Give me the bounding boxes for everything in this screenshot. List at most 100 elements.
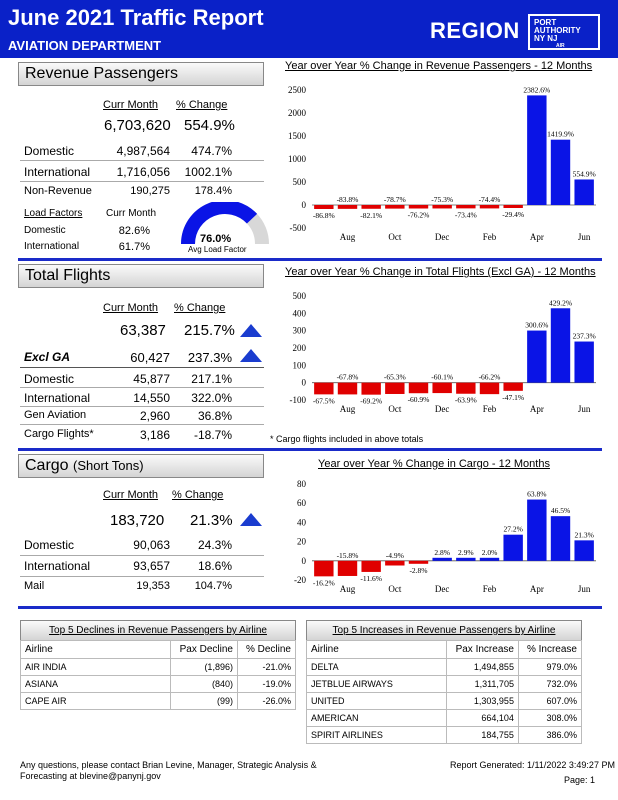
- up-arrow-icon: [240, 324, 262, 337]
- exclga-value: 60,427: [130, 350, 170, 365]
- x-tick-label: Apr: [530, 232, 544, 242]
- bar: [550, 308, 571, 383]
- bar: [314, 205, 334, 209]
- pax-cell: (1,896): [170, 658, 238, 676]
- flights-row-label: Gen Aviation: [24, 409, 87, 421]
- column-header: Pax Increase: [446, 640, 519, 659]
- up-arrow-icon: [240, 513, 262, 526]
- data-label: -82.1%: [360, 211, 382, 220]
- table-row: SPIRIT AIRLINES 184,755 386.0%: [306, 726, 583, 744]
- flights-section-header: Total Flights: [18, 264, 264, 288]
- bar: [527, 95, 547, 205]
- data-label: -67.8%: [337, 373, 359, 382]
- cargo-row-value: 93,657: [133, 559, 170, 573]
- bar: [574, 540, 594, 561]
- percent-cell: -21.0%: [236, 658, 297, 676]
- revenue-row-change: 1002.1%: [184, 165, 232, 179]
- report-header: June 2021 Traffic Report AVIATION DEPART…: [0, 0, 618, 58]
- flights-row-change: -18.7%: [193, 428, 232, 442]
- data-label: -29.4%: [502, 210, 524, 219]
- table-row: JETBLUE AIRWAYS 1,311,705 732.0%: [306, 675, 583, 693]
- data-label: 1419.9%: [547, 130, 574, 139]
- bar: [456, 557, 476, 561]
- airline-cell: CAPE AIR: [20, 692, 171, 710]
- up-arrow-icon: [240, 349, 262, 362]
- revenue-row-label: International: [24, 165, 91, 179]
- table-row: ASIANA (840) -19.0%: [20, 675, 297, 693]
- section-divider: [18, 606, 602, 609]
- y-tick-label: -100: [290, 395, 307, 405]
- data-label: 429.2%: [549, 298, 572, 307]
- percent-cell: 732.0%: [517, 675, 583, 693]
- bar: [408, 205, 429, 209]
- data-label: 237.3%: [573, 332, 596, 341]
- data-label: -69.2%: [360, 397, 382, 406]
- divider: [20, 555, 264, 556]
- table-row: CAPE AIR (99) -26.0%: [20, 692, 297, 710]
- y-tick-label: 2500: [288, 85, 307, 95]
- x-tick-label: Jun: [578, 232, 591, 242]
- revenue-total-value: 6,703,620: [104, 117, 171, 134]
- bar: [408, 382, 429, 394]
- cargo-chart: 80 60 40 20 0 -20 -16.2% -15.8% -11.6% -4.9% -2.8%…: [294, 479, 596, 594]
- revenue-row-value: 190,275: [130, 185, 170, 197]
- section-divider: [18, 448, 602, 451]
- cargo-section-title: Cargo: [25, 457, 69, 474]
- revenue-row-change: 178.4%: [194, 185, 232, 197]
- bar: [503, 205, 523, 208]
- data-label: -83.8%: [337, 195, 359, 204]
- x-tick-label: Oct: [388, 584, 401, 594]
- y-tick-label: 400: [293, 308, 307, 318]
- airline-cell: AMERICAN: [306, 709, 447, 727]
- flights-row-value: 14,550: [133, 391, 170, 405]
- table-header-row: Airline Pax Decline % Decline: [20, 640, 297, 659]
- bar: [574, 341, 594, 383]
- bar: [456, 205, 476, 209]
- bar: [479, 557, 500, 561]
- x-tick-label: Feb: [483, 584, 497, 594]
- data-label: -2.8%: [409, 566, 427, 575]
- divider: [20, 387, 264, 388]
- x-tick-label: Dec: [435, 584, 450, 594]
- data-label: -65.3%: [384, 373, 406, 382]
- table-row: UNITED 1,303,955 607.0%: [306, 692, 583, 710]
- bar: [337, 560, 358, 576]
- cargo-flights-note: * Cargo flights included in above totals: [270, 434, 424, 444]
- x-tick-label: Jun: [578, 584, 591, 594]
- increases-table: Airline Pax Increase % Increase DELTA 1,…: [306, 640, 583, 744]
- load-factors-label: Load Factors: [24, 208, 83, 219]
- revenue-row-label: Non-Revenue: [24, 185, 92, 197]
- logo-line: PORT: [534, 18, 557, 27]
- bar: [432, 557, 452, 561]
- bar: [503, 534, 523, 561]
- exclga-change: 237.3%: [187, 350, 232, 365]
- revenue-total-change: 554.9%: [184, 117, 235, 134]
- y-tick-label: 2000: [288, 108, 307, 118]
- revenue-col-change: % Change: [176, 99, 228, 111]
- logo-line: AUTHORITY: [534, 26, 581, 35]
- department-label: AVIATION DEPARTMENT: [8, 38, 162, 53]
- cargo-row-change: 24.3%: [197, 538, 232, 552]
- load-factor-row-value: 61.7%: [118, 241, 150, 253]
- percent-cell: -26.0%: [236, 692, 297, 710]
- y-tick-label: 60: [297, 498, 307, 508]
- y-tick-label: 40: [297, 517, 307, 527]
- bar: [527, 330, 547, 383]
- flights-row-label: Cargo Flights*: [24, 428, 94, 440]
- flights-row-change: 322.0%: [191, 391, 232, 405]
- revenue-row-value: 4,987,564: [116, 144, 170, 158]
- gauge-fill: [181, 202, 258, 245]
- cargo-row-label: International: [24, 559, 91, 573]
- revenue-row-value: 1,716,056: [116, 165, 170, 179]
- flights-total-change: 215.7%: [184, 322, 235, 339]
- bar: [432, 205, 452, 209]
- bar: [479, 382, 500, 395]
- pax-cell: 664,104: [446, 709, 519, 727]
- column-header: Airline: [306, 640, 447, 659]
- page-number: Page: 1: [564, 775, 596, 785]
- cargo-row-change: 104.7%: [194, 580, 232, 592]
- divider: [20, 406, 264, 407]
- bar: [550, 139, 571, 205]
- load-factor-row-label: International: [24, 241, 80, 252]
- logo-line: NY NJ: [534, 34, 558, 43]
